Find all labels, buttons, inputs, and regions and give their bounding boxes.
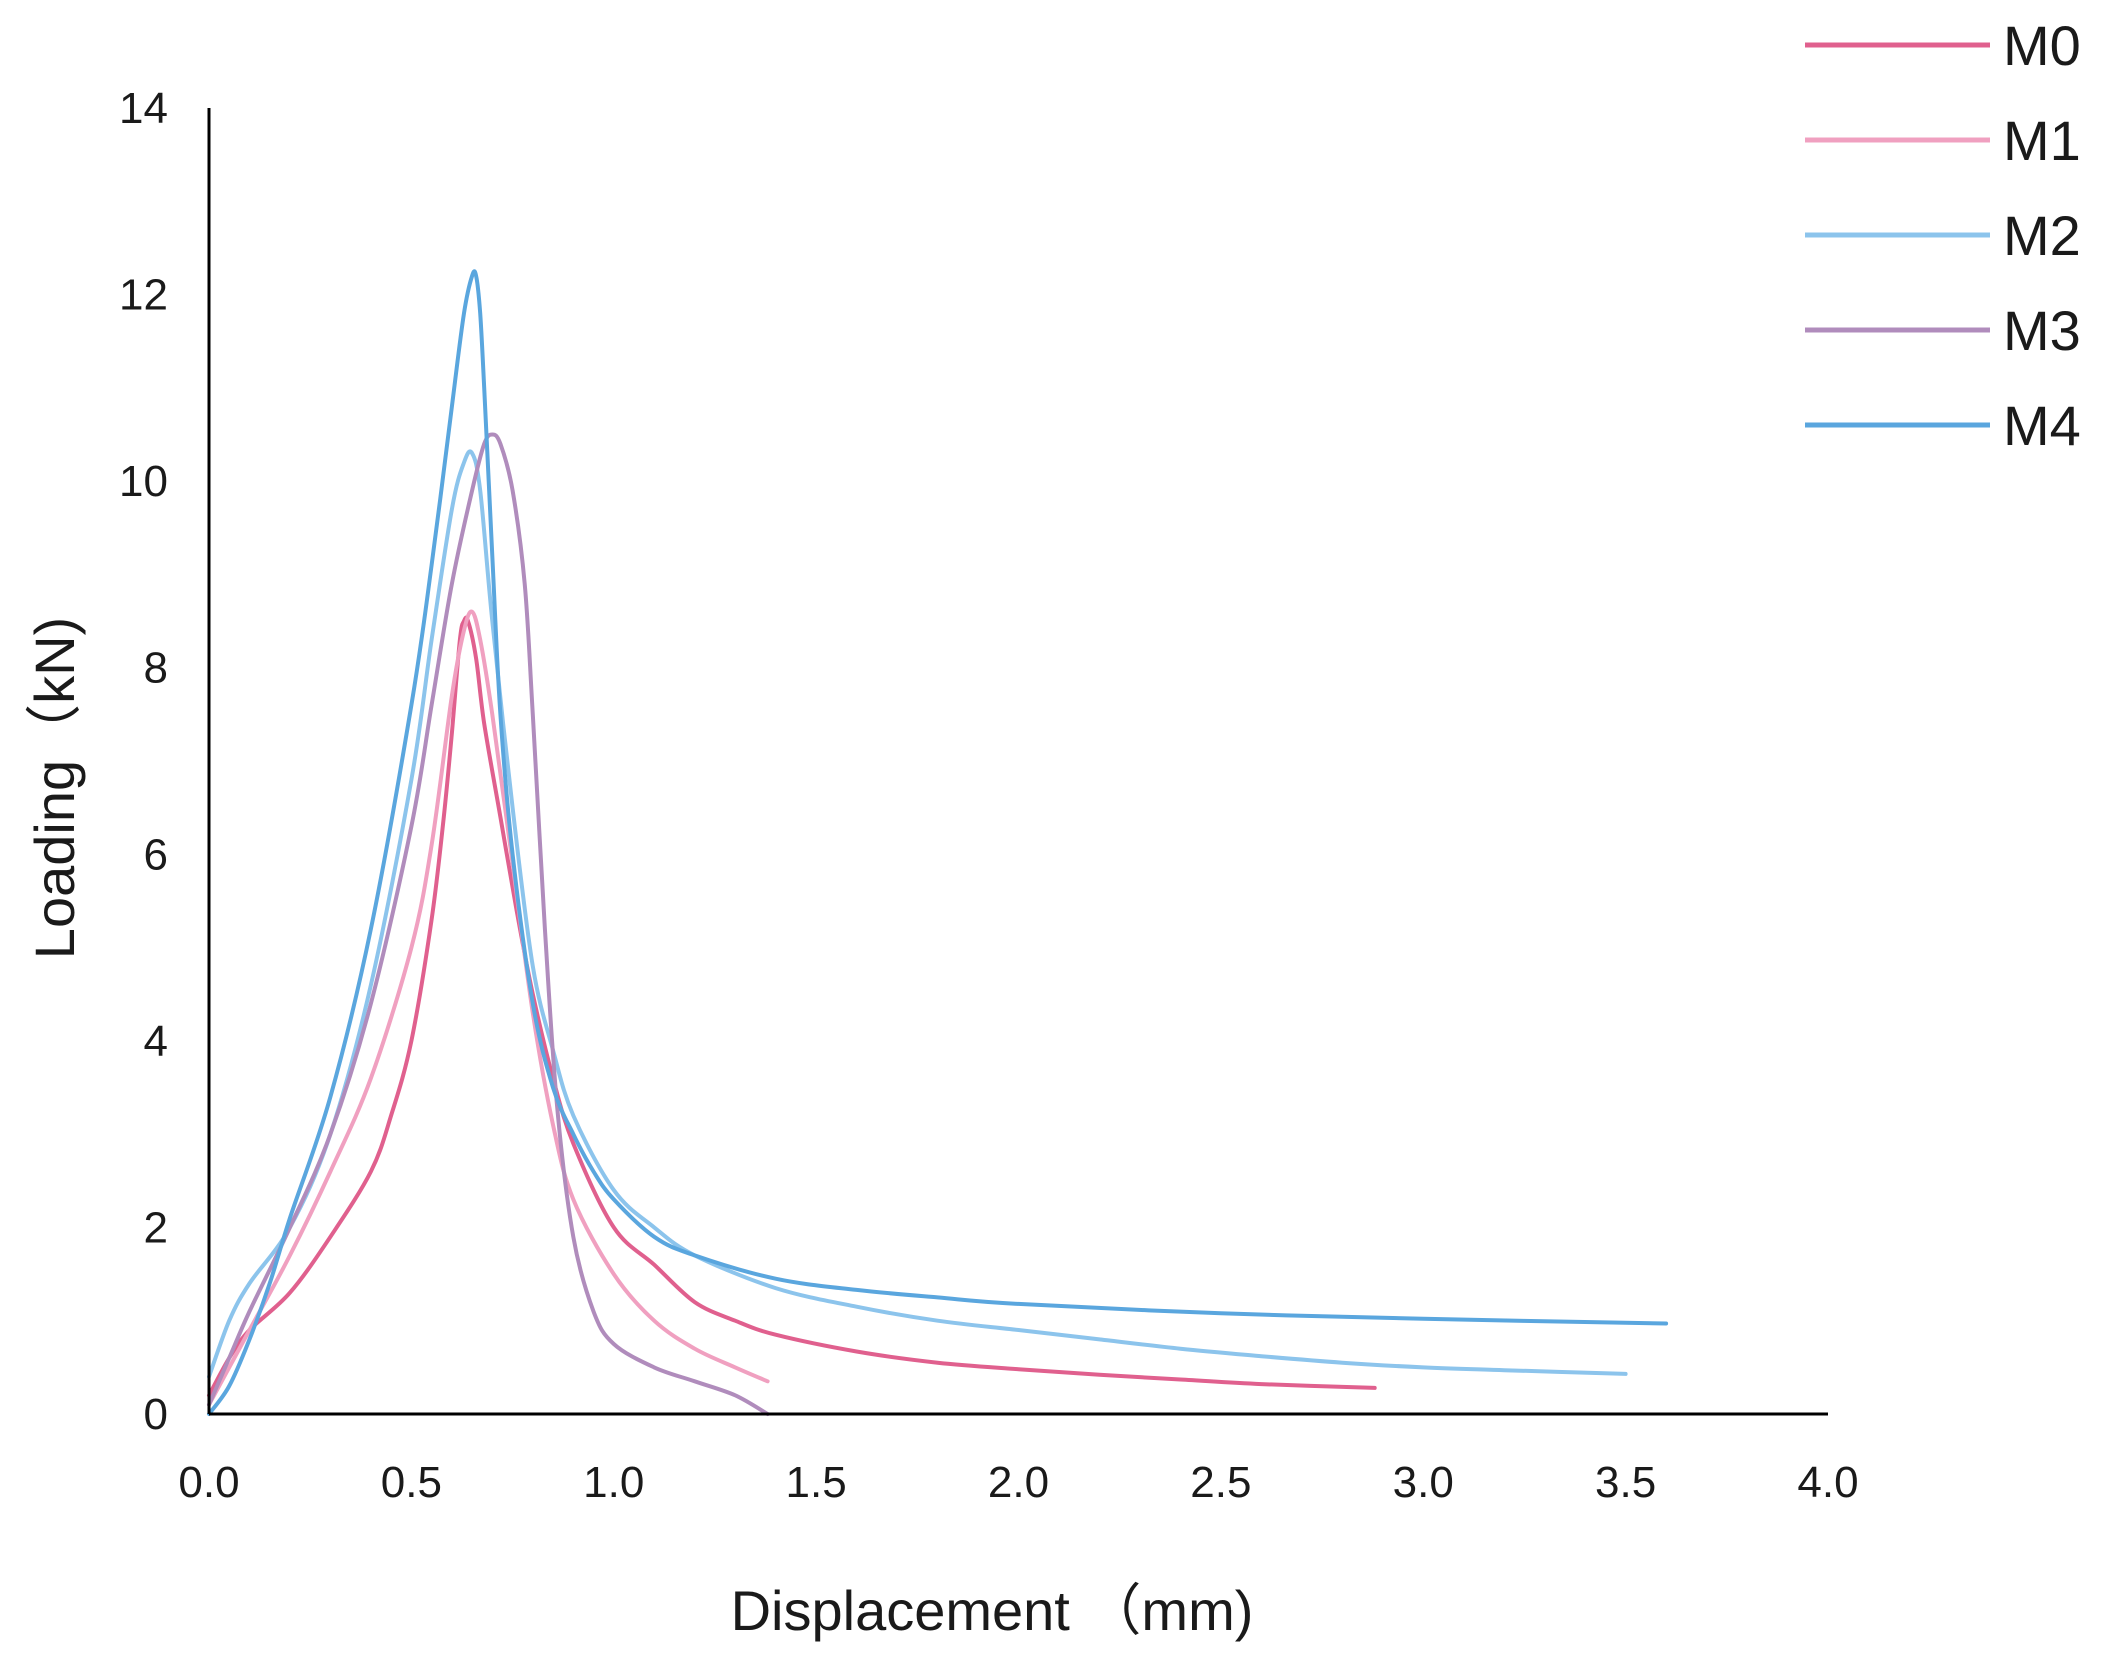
legend-label-m1: M1 xyxy=(2003,109,2081,172)
series-layer xyxy=(207,269,1669,1416)
legend: M0 M1 M2 M3 M4 xyxy=(1805,14,2081,457)
legend-label-m3: M3 xyxy=(2003,299,2081,362)
y-tick-label: 8 xyxy=(144,644,168,693)
y-tick-label: 12 xyxy=(119,271,168,320)
x-axis-title: Displacement （mm) xyxy=(731,1579,1254,1642)
y-tick-labels: 0 2 4 6 8 10 12 14 xyxy=(119,84,168,1439)
legend-label-m2: M2 xyxy=(2003,204,2081,267)
y-tick-label: 0 xyxy=(144,1390,168,1439)
y-tick-label: 2 xyxy=(144,1203,168,1252)
series-line-m0 xyxy=(207,615,1377,1398)
legend-label-m0: M0 xyxy=(2003,14,2081,77)
series-line-m4 xyxy=(207,269,1669,1416)
y-tick-label: 10 xyxy=(119,457,168,506)
x-tick-label: 0.0 xyxy=(178,1458,239,1507)
x-tick-label: 0.5 xyxy=(381,1458,442,1507)
x-tick-label: 4.0 xyxy=(1797,1458,1858,1507)
series-line-m3 xyxy=(207,432,770,1416)
y-tick-label: 4 xyxy=(144,1017,168,1066)
x-tick-label: 1.0 xyxy=(583,1458,644,1507)
y-axis-title: Loading（kN) xyxy=(23,617,86,959)
y-tick-label: 14 xyxy=(119,84,168,133)
x-tick-label: 2.5 xyxy=(1190,1458,1251,1507)
x-tick-label: 3.5 xyxy=(1595,1458,1656,1507)
series-line-m2 xyxy=(207,449,1628,1379)
series-line-m1 xyxy=(207,609,770,1407)
legend-label-m4: M4 xyxy=(2003,394,2081,457)
y-tick-label: 6 xyxy=(144,830,168,879)
x-tick-label: 2.0 xyxy=(988,1458,1049,1507)
x-tick-label: 1.5 xyxy=(786,1458,847,1507)
x-tick-label: 3.0 xyxy=(1393,1458,1454,1507)
x-tick-labels: 0.0 0.5 1.0 1.5 2.0 2.5 3.0 3.5 4.0 xyxy=(178,1458,1858,1507)
